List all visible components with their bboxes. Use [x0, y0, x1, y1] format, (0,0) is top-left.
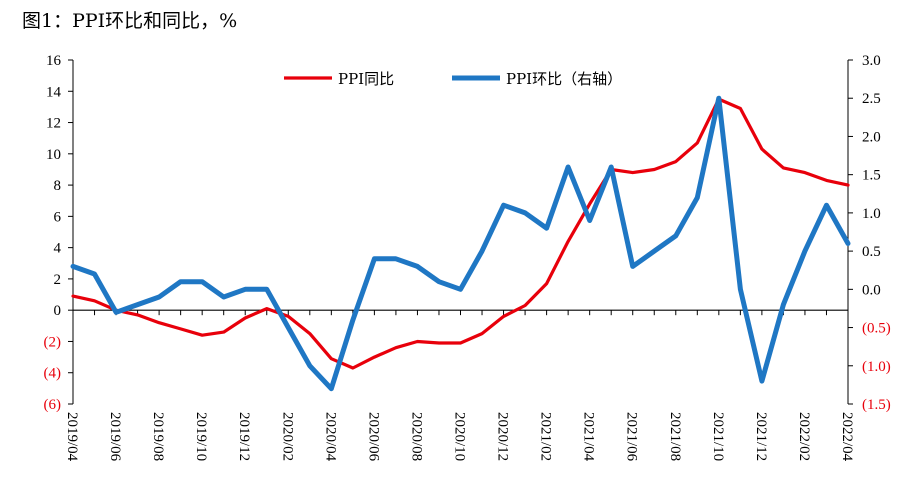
left-axis-tick-label: 14	[46, 84, 62, 100]
x-axis-tick-label: 2019/06	[107, 412, 123, 462]
x-axis-tick-label: 2020/02	[279, 412, 295, 461]
left-axis-tick-label: (2)	[44, 334, 62, 350]
left-axis-tick-label: 0	[54, 303, 62, 319]
left-axis-tick-label: (4)	[44, 366, 62, 382]
x-axis-tick-label: 2019/12	[236, 412, 252, 461]
right-axis-tick-label: (0.5)	[862, 321, 891, 337]
x-axis-tick-label: 2021/04	[581, 412, 597, 462]
left-axis-tick-label: 6	[54, 209, 62, 225]
x-axis-tick-label: 2020/06	[365, 412, 381, 462]
x-axis-tick-label: 2020/10	[452, 412, 468, 461]
right-axis-tick-label: 1.5	[862, 168, 881, 184]
x-axis-tick-label: 2020/12	[495, 412, 511, 461]
right-axis-tick-label: 2.5	[862, 91, 881, 107]
right-axis-tick-label: (1.0)	[862, 359, 891, 375]
ppi-mom-series-line	[70, 95, 851, 392]
chart-title: 图1：PPI环比和同比，%	[22, 10, 238, 32]
right-axis-tick-label: 2.0	[862, 129, 881, 145]
x-axis-tick-label: 2019/10	[193, 412, 209, 461]
left-axis-tick-label: (6)	[44, 397, 62, 413]
x-axis-tick-label: 2019/08	[150, 412, 166, 461]
right-axis-tick-label: 0.5	[862, 244, 881, 260]
left-axis-tick-label: 10	[46, 147, 61, 163]
left-axis-tick-label: 4	[54, 241, 62, 257]
x-axis-tick-label: 2022/02	[796, 412, 812, 461]
x-axis-tick-label: 2021/06	[624, 412, 640, 462]
right-axis-tick-label: 1.0	[862, 206, 881, 222]
right-axis-tick-label: (1.5)	[862, 397, 891, 413]
x-axis-tick-label: 2021/10	[710, 412, 726, 461]
x-axis-tick-label: 2021/12	[753, 412, 769, 461]
x-axis-tick-label: 2021/02	[538, 412, 554, 461]
legend-ppi-yoy-label: PPI同比	[338, 70, 394, 88]
legend-ppi-mom-label: PPI环比（右轴）	[506, 70, 622, 88]
x-axis-tick-label: 2021/08	[667, 412, 683, 461]
left-axis-tick-label: 8	[54, 178, 62, 194]
x-axis-tick-label: 2020/04	[322, 412, 338, 462]
left-axis-tick-label: 12	[46, 116, 61, 132]
left-axis-tick-label: 16	[46, 53, 62, 69]
right-axis-tick-label: 0.0	[862, 282, 881, 298]
right-axis-tick-label: 3.0	[862, 53, 881, 69]
left-axis-tick-label: 2	[54, 272, 62, 288]
x-axis-tick-label: 2019/04	[64, 412, 80, 462]
x-axis-tick-label: 2020/08	[408, 412, 424, 461]
x-axis-tick-label: 2022/04	[839, 412, 855, 462]
